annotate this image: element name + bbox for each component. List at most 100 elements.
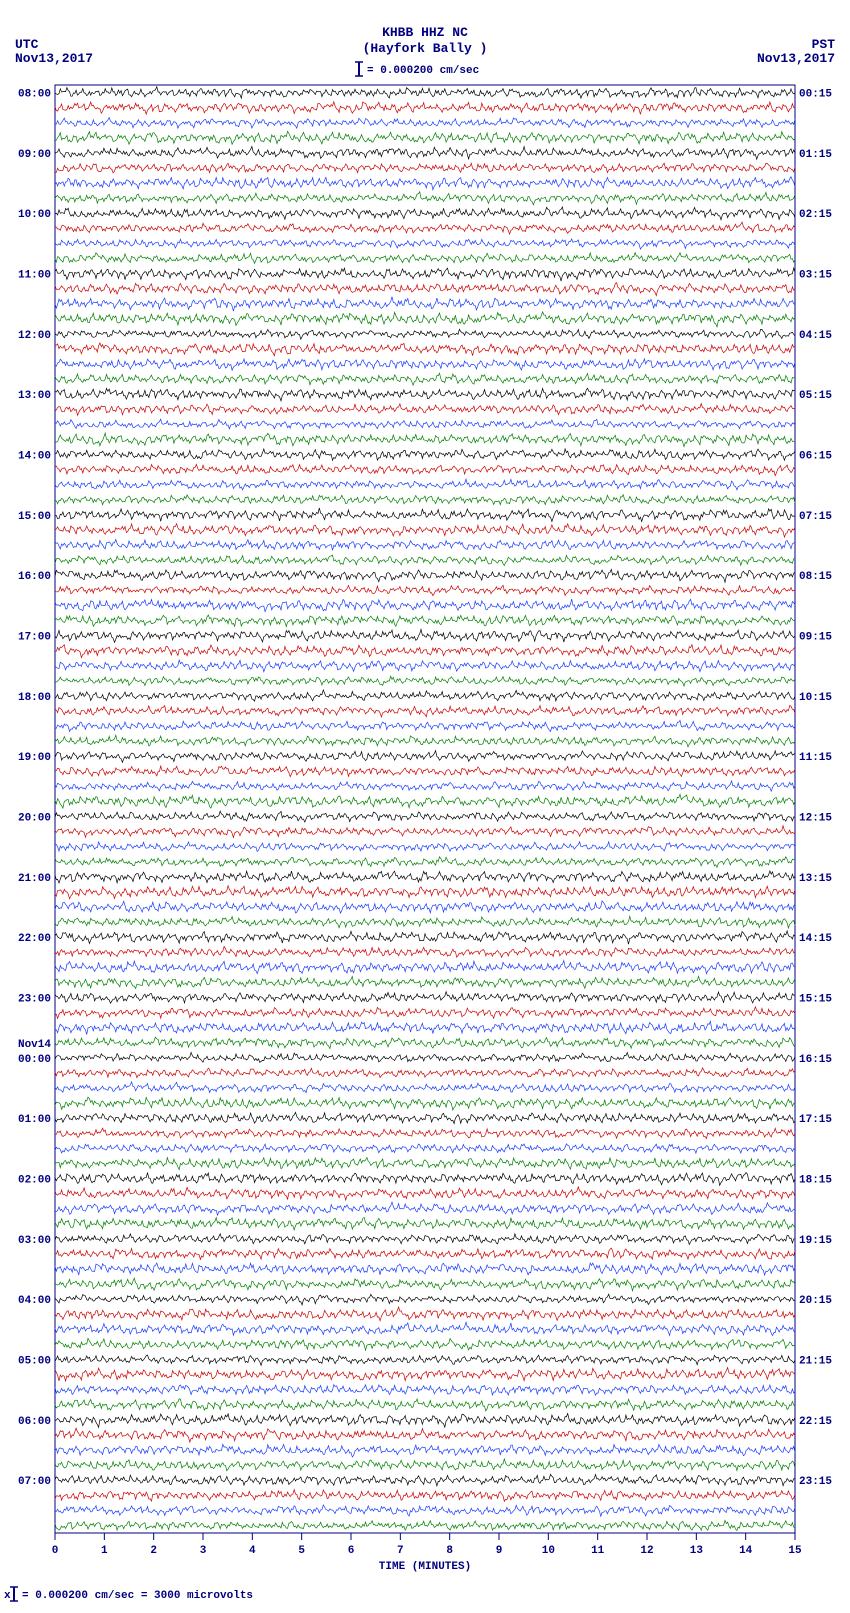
utc-hour-label: 03:00: [18, 1235, 51, 1247]
utc-hour-label: 21:00: [18, 873, 51, 885]
seismic-trace: [55, 676, 795, 686]
seismic-trace: [55, 599, 795, 612]
seismic-trace: [55, 1368, 795, 1382]
seismic-trace: [55, 1322, 795, 1335]
seismic-trace: [55, 1068, 795, 1078]
utc-hour-label: 22:00: [18, 933, 51, 945]
seismic-trace: [55, 1234, 795, 1245]
scale-label: = 0.000200 cm/sec: [367, 65, 479, 77]
seismic-trace: [55, 268, 795, 281]
seismic-trace: [55, 947, 795, 958]
seismic-trace: [55, 842, 795, 852]
seismic-trace: [55, 1520, 795, 1530]
x-tick-label: 3: [200, 1545, 207, 1557]
seismic-trace: [55, 539, 795, 550]
pst-hour-label: 19:15: [799, 1235, 832, 1247]
pst-hour-label: 00:15: [799, 89, 832, 101]
seismic-trace: [55, 1218, 795, 1230]
pst-hour-label: 10:15: [799, 692, 832, 704]
seismic-trace: [55, 1444, 795, 1457]
utc-hour-label: 11:00: [18, 270, 51, 282]
pst-hour-label: 13:15: [799, 873, 832, 885]
utc-hour-label: 17:00: [18, 632, 51, 644]
seismic-trace: [55, 464, 795, 475]
seismic-trace: [55, 811, 795, 822]
utc-hour-label: 23:00: [18, 994, 51, 1006]
utc-hour-label: 18:00: [18, 692, 51, 704]
left-date: Nov13,2017: [15, 51, 93, 66]
seismic-trace: [55, 1248, 795, 1259]
footer-prefix: x: [4, 1590, 11, 1602]
seismic-trace: [55, 508, 795, 522]
utc-hour-label: 14:00: [18, 451, 51, 463]
seismic-trace: [55, 1052, 795, 1062]
pst-hour-label: 02:15: [799, 209, 832, 221]
seismogram-plot: KHBB HHZ NC(Hayfork Bally )UTCNov13,2017…: [0, 0, 850, 1613]
seismic-trace: [55, 1037, 795, 1049]
seismic-trace: [55, 1263, 795, 1275]
utc-hour-label: 12:00: [18, 330, 51, 342]
seismic-trace: [55, 1428, 795, 1442]
seismic-trace: [55, 343, 795, 356]
seismic-trace: [55, 1007, 795, 1019]
utc-hour-label: 00:00: [18, 1054, 51, 1066]
pst-hour-label: 11:15: [799, 752, 832, 764]
right-date: Nov13,2017: [757, 51, 835, 66]
seismic-trace: [55, 916, 795, 928]
seismic-trace: [55, 283, 795, 296]
x-tick-label: 1: [101, 1545, 108, 1557]
seismic-trace: [55, 1097, 795, 1110]
seismic-trace: [55, 1082, 795, 1093]
seismic-trace: [55, 1021, 795, 1034]
seismic-trace: [55, 1399, 795, 1411]
utc-hour-label: 10:00: [18, 209, 51, 221]
seismic-trace: [55, 1144, 795, 1153]
seismic-trace: [55, 359, 795, 370]
seismic-trace: [55, 404, 795, 416]
seismic-trace: [55, 495, 795, 505]
footer-text: = 0.000200 cm/sec = 3000 microvolts: [22, 1590, 253, 1602]
station-code: KHBB HHZ NC: [382, 25, 468, 40]
seismic-trace: [55, 585, 795, 595]
seismic-trace: [55, 329, 795, 339]
seismic-trace: [55, 312, 795, 327]
pst-hour-label: 20:15: [799, 1295, 832, 1307]
utc-hour-label: 13:00: [18, 390, 51, 402]
seismic-trace: [55, 794, 795, 808]
seismic-trace: [55, 660, 795, 672]
x-tick-label: 11: [591, 1545, 605, 1557]
x-tick-label: 9: [496, 1545, 503, 1557]
seismic-trace: [55, 131, 795, 144]
seismic-trace: [55, 253, 795, 264]
trace-group: [55, 87, 795, 1531]
x-tick-label: 15: [788, 1545, 802, 1557]
utc-hour-label: 09:00: [18, 149, 51, 161]
seismic-trace: [55, 645, 795, 658]
x-tick-label: 2: [150, 1545, 157, 1557]
seismic-trace: [55, 388, 795, 401]
seismic-trace: [55, 1202, 795, 1215]
x-tick-label: 6: [348, 1545, 355, 1557]
seismic-trace: [55, 735, 795, 747]
x-tick-label: 7: [397, 1545, 404, 1557]
seismic-trace: [55, 449, 795, 460]
seismic-trace: [55, 239, 795, 249]
pst-hour-label: 04:15: [799, 330, 832, 342]
seismic-trace: [55, 690, 795, 701]
seismic-trace: [55, 555, 795, 566]
mid-date-label: Nov14: [18, 1039, 51, 1051]
pst-hour-label: 08:15: [799, 571, 832, 583]
seismic-trace: [55, 373, 795, 385]
seismic-trace: [55, 192, 795, 205]
pst-hour-label: 15:15: [799, 994, 832, 1006]
utc-hour-label: 08:00: [18, 89, 51, 101]
seismic-trace: [55, 826, 795, 838]
utc-hour-label: 06:00: [18, 1416, 51, 1428]
seismic-trace: [55, 1385, 795, 1396]
seismic-trace: [55, 1187, 795, 1200]
seismic-trace: [55, 118, 795, 129]
pst-hour-label: 23:15: [799, 1476, 832, 1488]
x-tick-label: 8: [446, 1545, 453, 1557]
pst-hour-label: 07:15: [799, 511, 832, 523]
seismic-trace: [55, 931, 795, 944]
